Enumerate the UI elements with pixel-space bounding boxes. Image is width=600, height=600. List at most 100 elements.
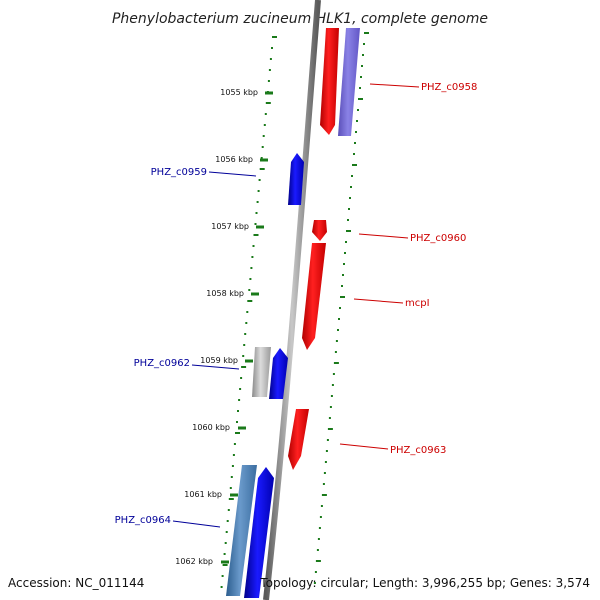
ruler-dot [229, 487, 232, 489]
ruler-dot [355, 131, 357, 133]
ruler-dot [250, 267, 253, 269]
gene-steel-blue[interactable] [226, 465, 257, 596]
ruler-dot [228, 498, 234, 500]
gene-PHZ_c0962[interactable] [269, 348, 288, 399]
ruler-dot [223, 553, 226, 555]
label-PHZ_c0958[interactable]: PHZ_c0958 [421, 82, 477, 93]
ruler-dot [357, 109, 359, 111]
label-mcpI[interactable]: mcpI [405, 298, 430, 309]
ruler-dot [313, 582, 316, 584]
ruler-dot [327, 428, 333, 430]
ruler-dot [343, 263, 345, 265]
ruler-dot [239, 388, 242, 390]
ruler-dot [352, 164, 357, 166]
ruler-dot [253, 234, 259, 236]
ruler-dot [354, 142, 356, 144]
scale-label: 1059 kbp [200, 356, 238, 365]
scale-label: 1061 kbp [184, 490, 222, 499]
gene-PHZ_c0959[interactable] [288, 153, 304, 205]
ruler-dot [257, 190, 260, 192]
label-PHZ_c0963[interactable]: PHZ_c0963 [390, 445, 446, 456]
ruler-dot [237, 410, 239, 412]
ruler-dot [247, 300, 253, 302]
ruler-dot [345, 241, 347, 243]
ruler-dot [236, 421, 238, 423]
ruler-dot [360, 76, 362, 78]
ruler-dot [271, 47, 273, 49]
ruler-dot [349, 197, 351, 199]
ruler-dot [230, 476, 233, 478]
ruler-dot [342, 274, 344, 276]
ruler-dot [243, 344, 246, 346]
ruler-dot [361, 65, 363, 67]
scale-tick: 1056 kbp [215, 155, 268, 164]
scale-label: 1060 kbp [192, 423, 230, 432]
label-PHZ_c0959[interactable]: PHZ_c0959 [151, 167, 207, 178]
ruler-dot [265, 102, 271, 104]
scale-tick: 1061 kbp [184, 490, 238, 499]
ruler-dot [320, 505, 323, 507]
map-title: Phenylobacterium zucineum HLK1, complete… [112, 11, 488, 27]
ruler-dot [261, 146, 264, 148]
ruler-dot [267, 80, 270, 82]
gene-PHZ_c0963[interactable] [288, 409, 309, 470]
label-PHZ_c0964[interactable]: PHZ_c0964 [115, 515, 171, 526]
ruler-dot [335, 340, 338, 342]
ruler-dot [330, 395, 333, 397]
ruler-dot [319, 516, 322, 518]
scale-ticks: 1055 kbp 1056 kbp 1057 kbp 1058 kbp 1059… [175, 88, 273, 566]
gene-labels: PHZ_c0958 PHZ_c0959 PHZ_c0960 mcpI PHZ_c… [115, 82, 477, 528]
gene-PHZ_c0958[interactable] [320, 28, 339, 135]
ruler-dot [233, 443, 236, 445]
scale-tick: 1057 kbp [211, 222, 264, 231]
ruler-dot [256, 201, 259, 203]
ruler-dot [222, 564, 228, 566]
ruler-dot [240, 377, 243, 379]
ruler-dot [356, 120, 358, 122]
label-PHZ_c0960[interactable]: PHZ_c0960 [410, 233, 466, 244]
gene-PHZ_c0960[interactable] [312, 220, 327, 241]
topology-label: Topology: circular; Length: 3,996,255 bp… [260, 576, 590, 590]
ruler-dot [249, 278, 252, 280]
ruler-dot [268, 69, 271, 71]
ruler-dot [329, 406, 332, 408]
ruler-dot [258, 179, 261, 181]
ruler-dot [318, 527, 321, 529]
ruler-dot [334, 351, 337, 353]
ruler-dot [226, 520, 229, 522]
ruler-dot [244, 333, 247, 335]
ruler-dot [348, 208, 350, 210]
ruler-dot [263, 124, 266, 126]
gene-PHZ_c0964[interactable] [244, 467, 274, 598]
ruler-dot [248, 289, 251, 291]
scale-label: 1057 kbp [211, 222, 249, 231]
ruler-dot [255, 212, 258, 214]
gene-grey[interactable] [252, 347, 271, 397]
ruler-dot [260, 157, 263, 159]
ruler-dot [315, 560, 321, 562]
ruler-dot [339, 307, 341, 309]
accession-label: Accession: NC_011144 [8, 576, 145, 590]
ruler-dot [246, 311, 249, 313]
ruler-dot [337, 329, 339, 331]
ruler-dot [317, 538, 320, 540]
ruler-dot [314, 571, 317, 573]
ruler-dot [272, 36, 277, 38]
ruler-dot [262, 135, 265, 137]
ruler-dot [321, 494, 327, 496]
inner-ruler-track [220, 36, 277, 588]
gene-pale-blue[interactable] [338, 28, 360, 136]
scale-label: 1062 kbp [175, 557, 213, 566]
gene-mcpI[interactable] [302, 243, 326, 350]
ruler-dot [333, 362, 339, 364]
label-PHZ_c0962[interactable]: PHZ_c0962 [134, 358, 190, 369]
ruler-dot [358, 98, 363, 100]
ruler-dot [353, 153, 355, 155]
ruler-dot [235, 432, 240, 434]
ruler-dot [221, 575, 224, 577]
ruler-dot [351, 175, 353, 177]
ruler-dot [328, 417, 331, 419]
ruler-dot [241, 366, 247, 368]
ruler-dot [324, 461, 327, 463]
ruler-dot [245, 322, 248, 324]
